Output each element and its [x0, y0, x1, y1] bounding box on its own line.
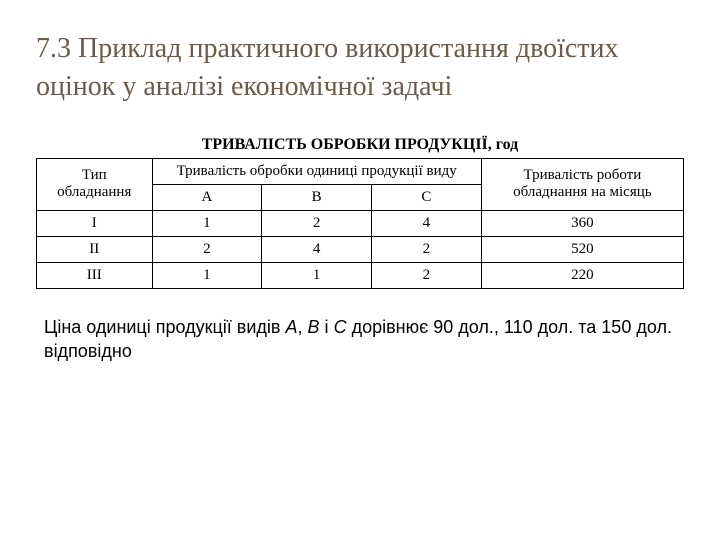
caption-em-b: В: [308, 317, 320, 337]
col-group-duration: Тривалість обробки одиниці продукції вид…: [152, 158, 481, 184]
col-b: B: [262, 184, 372, 210]
cell-c: 2: [372, 236, 482, 262]
cell-month: 360: [481, 210, 683, 236]
cell-a: 2: [152, 236, 262, 262]
table-header-row-1: Тип обладнання Тривалість обробки одиниц…: [37, 158, 684, 184]
cell-type: II: [37, 236, 153, 262]
col-equipment-type: Тип обладнання: [37, 158, 153, 210]
caption-em-a: А: [286, 317, 298, 337]
cell-type: III: [37, 262, 153, 288]
cell-b: 1: [262, 262, 372, 288]
table-heading: ТРИВАЛІСТЬ ОБРОБКИ ПРОДУКЦІЇ, год: [36, 136, 684, 154]
caption-text: Ціна одиниці продукції видів: [44, 317, 286, 337]
processing-duration-table: Тип обладнання Тривалість обробки одиниц…: [36, 158, 684, 289]
cell-a: 1: [152, 262, 262, 288]
table-row: II 2 4 2 520: [37, 236, 684, 262]
cell-b: 2: [262, 210, 372, 236]
col-a: A: [152, 184, 262, 210]
caption-sep: і: [320, 317, 334, 337]
cell-c: 2: [372, 262, 482, 288]
cell-type: I: [37, 210, 153, 236]
cell-b: 4: [262, 236, 372, 262]
slide-content: 7.3 Приклад практичного використання дво…: [0, 0, 720, 393]
cell-month: 220: [481, 262, 683, 288]
cell-month: 520: [481, 236, 683, 262]
cell-c: 4: [372, 210, 482, 236]
cell-a: 1: [152, 210, 262, 236]
caption-sep: ,: [298, 317, 308, 337]
col-monthly-duration: Тривалість роботи обладнання на місяць: [481, 158, 683, 210]
col-c: C: [372, 184, 482, 210]
table-row: III 1 1 2 220: [37, 262, 684, 288]
table-row: I 1 2 4 360: [37, 210, 684, 236]
price-caption: Ціна одиниці продукції видів А, В і С до…: [36, 315, 684, 364]
caption-em-c: С: [334, 317, 347, 337]
slide-title: 7.3 Приклад практичного використання дво…: [36, 30, 684, 106]
